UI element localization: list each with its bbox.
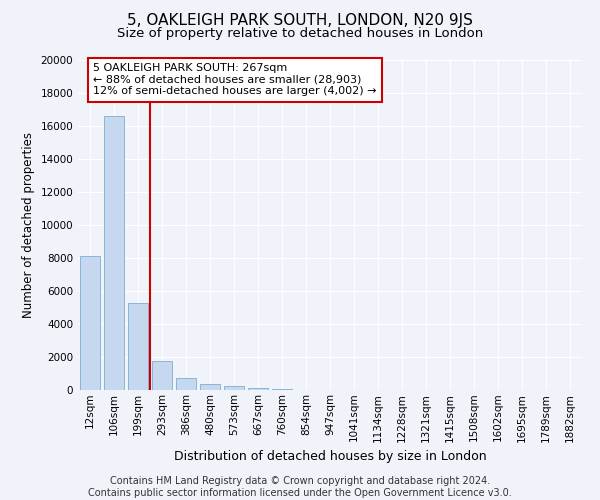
Text: Contains HM Land Registry data © Crown copyright and database right 2024.
Contai: Contains HM Land Registry data © Crown c… <box>88 476 512 498</box>
Bar <box>224 386 244 390</box>
Text: Size of property relative to detached houses in London: Size of property relative to detached ho… <box>117 28 483 40</box>
Bar <box>272 388 292 390</box>
Bar <box>152 361 172 390</box>
Bar <box>200 384 220 390</box>
Bar <box>104 116 124 390</box>
Bar <box>176 378 196 390</box>
Y-axis label: Number of detached properties: Number of detached properties <box>22 132 35 318</box>
Bar <box>128 302 148 390</box>
Text: 5 OAKLEIGH PARK SOUTH: 267sqm
← 88% of detached houses are smaller (28,903)
12% : 5 OAKLEIGH PARK SOUTH: 267sqm ← 88% of d… <box>93 64 377 96</box>
Bar <box>80 256 100 390</box>
Bar <box>248 388 268 390</box>
X-axis label: Distribution of detached houses by size in London: Distribution of detached houses by size … <box>173 450 487 463</box>
Text: 5, OAKLEIGH PARK SOUTH, LONDON, N20 9JS: 5, OAKLEIGH PARK SOUTH, LONDON, N20 9JS <box>127 12 473 28</box>
